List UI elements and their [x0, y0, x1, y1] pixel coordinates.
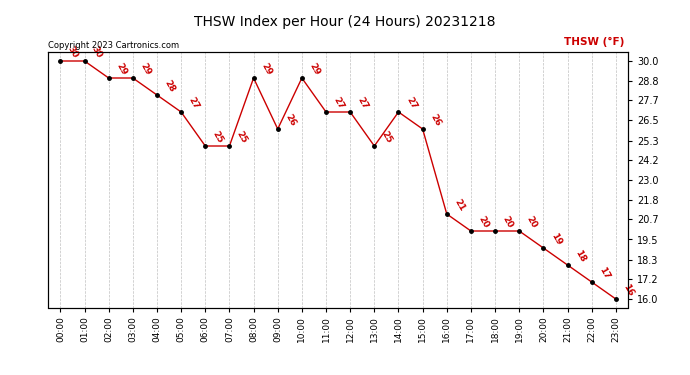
Text: THSW (°F): THSW (°F) [564, 37, 624, 47]
Text: 28: 28 [163, 78, 177, 94]
Text: 18: 18 [573, 248, 587, 264]
Text: 27: 27 [332, 95, 346, 111]
Text: 27: 27 [356, 95, 370, 111]
Text: 29: 29 [259, 61, 273, 76]
Text: Copyright 2023 Cartronics.com: Copyright 2023 Cartronics.com [48, 41, 179, 50]
Text: 20: 20 [477, 214, 491, 230]
Text: 27: 27 [404, 95, 418, 111]
Text: THSW Index per Hour (24 Hours) 20231218: THSW Index per Hour (24 Hours) 20231218 [195, 15, 495, 29]
Text: 26: 26 [428, 112, 442, 128]
Text: 16: 16 [622, 282, 635, 298]
Text: 26: 26 [284, 112, 297, 128]
Text: 25: 25 [235, 129, 249, 145]
Text: 29: 29 [139, 61, 152, 76]
Text: 20: 20 [525, 214, 539, 230]
Text: 21: 21 [453, 197, 466, 213]
Text: 25: 25 [380, 129, 394, 145]
Text: 30: 30 [90, 44, 104, 60]
Text: 29: 29 [308, 61, 322, 76]
Text: 20: 20 [501, 214, 515, 230]
Text: 30: 30 [66, 44, 80, 60]
Text: 25: 25 [211, 129, 225, 145]
Text: 17: 17 [598, 265, 611, 280]
Text: 19: 19 [549, 231, 563, 247]
Text: 29: 29 [115, 61, 128, 76]
Text: 27: 27 [187, 95, 201, 111]
